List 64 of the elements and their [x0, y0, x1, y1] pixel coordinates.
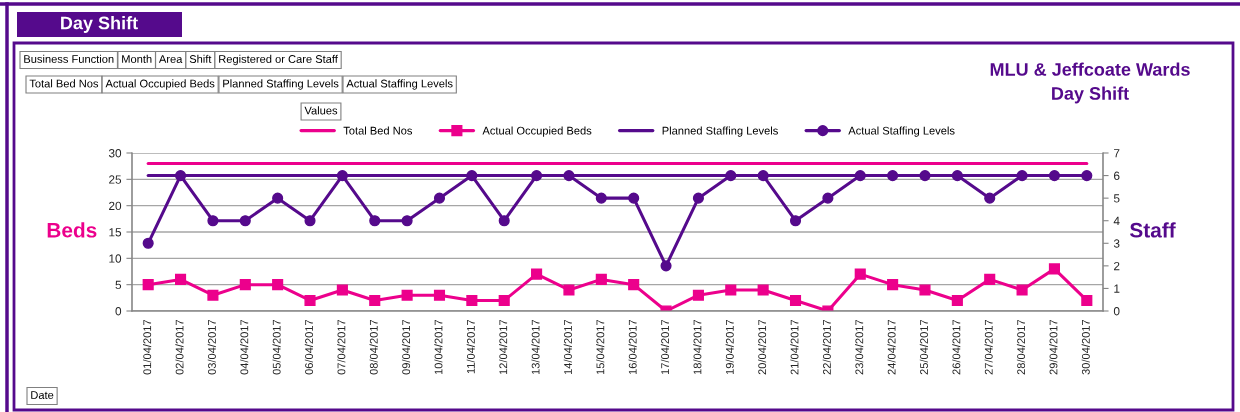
x-tick-label: 04/04/2017 [240, 319, 249, 375]
x-tick-label: 16/04/2017 [628, 319, 637, 375]
legend-label: Planned Staffing Levels [662, 126, 778, 137]
x-tick-label: 12/04/2017 [499, 319, 508, 375]
x-tick-label: 01/04/2017 [143, 319, 152, 375]
x-tick-label: 26/04/2017 [952, 319, 961, 375]
x-tick-label: 10/04/2017 [434, 319, 443, 375]
text: Registered or Care Staff [219, 54, 338, 66]
y2-tick-label: 1 [1114, 284, 1120, 293]
x-tick-label: 18/04/2017 [693, 319, 702, 375]
x-tick-label: 03/04/2017 [207, 319, 216, 375]
y2-tick-label: 2 [1114, 261, 1120, 271]
chart-subtitle: MLU & Jeffcoate Wards Day Shift [990, 62, 1190, 104]
text: Business Function [24, 54, 114, 63]
x-tick-label: 13/04/2017 [531, 319, 540, 375]
x-tick-label: 14/04/2017 [563, 319, 572, 375]
legend-label: Actual Staffing Levels [848, 126, 955, 137]
x-tick-label: 02/04/2017 [175, 319, 184, 375]
y2-tick-label: 3 [1113, 239, 1120, 248]
x-tick-label: 29/04/2017 [1049, 319, 1058, 375]
legend-label: Total Bed Nos [343, 126, 413, 135]
x-tick-label: 24/04/2017 [887, 319, 896, 375]
x-tick-label: 09/04/2017 [401, 319, 411, 375]
y-tick-label: 30 [108, 149, 122, 158]
x-tick-label: 11/04/2017 [466, 319, 475, 374]
y2-axis-title: Staff [1129, 222, 1176, 238]
x-tick-label: 08/04/2017 [369, 319, 378, 375]
y-tick-label: 10 [109, 254, 122, 263]
x-tick-label: 22/04/2017 [822, 319, 831, 375]
legend-label: Actual Occupied Beds [482, 126, 592, 137]
y2-tick-label: 0 [1113, 307, 1120, 316]
y-tick-label: 5 [115, 280, 122, 290]
y-tick-label: 25 [109, 175, 122, 184]
y2-tick-label: 7 [1114, 149, 1120, 158]
chart-title: Day Shift [61, 16, 138, 33]
x-tick-label: 28/04/2017 [1016, 319, 1026, 375]
y-tick-label: 0 [115, 307, 122, 316]
x-tick-label: 07/04/2017 [337, 319, 346, 375]
y-axis-title: Beds [47, 222, 97, 238]
y-tick-label: 15 [109, 228, 122, 237]
x-tick-label: 27/04/2017 [984, 319, 993, 375]
x-tick-label: 06/04/2017 [304, 319, 313, 375]
text: Shift [189, 54, 212, 63]
x-tick-label: 15/04/2017 [596, 319, 605, 375]
text: Actual Staffing Levels [346, 79, 453, 90]
y-tick-label: 20 [109, 201, 122, 211]
text: Values [304, 106, 338, 115]
x-tick-label: 05/04/2017 [272, 319, 281, 375]
y2-tick-label: 6 [1114, 171, 1120, 180]
text: Area [158, 55, 183, 63]
x-tick-label: 19/04/2017 [725, 319, 734, 375]
text: Total Bed Nos [29, 79, 99, 88]
y2-tick-label: 5 [1113, 194, 1120, 203]
x-tick-label: 20/04/2017 [757, 319, 767, 375]
x-tick-label: 23/04/2017 [855, 319, 864, 375]
text: Actual Occupied Beds [105, 79, 215, 90]
text: Planned Staffing Levels [223, 79, 339, 90]
x-tick-label: 30/04/2017 [1081, 319, 1090, 375]
x-tick-label: 17/04/2017 [660, 319, 670, 375]
text: Date [31, 391, 54, 399]
x-tick-label: 25/04/2017 [919, 319, 928, 375]
x-tick-label: 21/04/2017 [790, 319, 799, 375]
text: Month [122, 54, 152, 63]
y2-tick-label: 4 [1113, 216, 1120, 225]
